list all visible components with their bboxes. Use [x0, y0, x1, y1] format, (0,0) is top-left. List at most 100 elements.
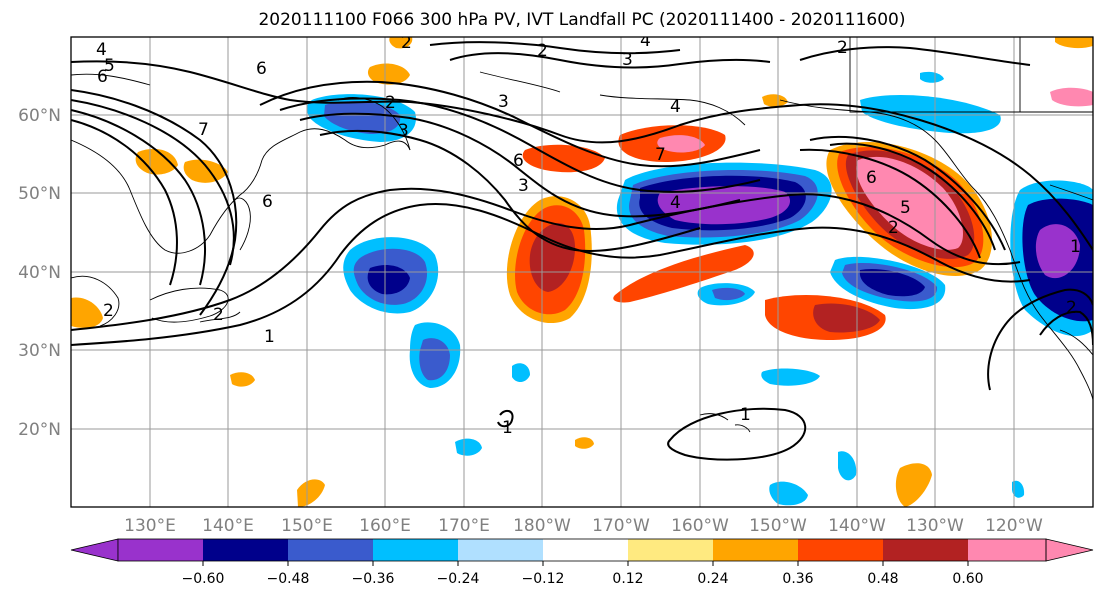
contour-label: 2	[837, 38, 848, 58]
colorbar-tick-label: 0.60	[952, 571, 983, 587]
colorbar-tick-label: 0.24	[697, 571, 728, 587]
lon-tick-label: 130°W	[906, 516, 964, 536]
contour-label: 6	[256, 59, 267, 79]
positive-anomaly-subtropical-core	[813, 303, 880, 333]
lat-tick-label: 40°N	[18, 263, 61, 283]
positive-anomaly-small-k	[1055, 37, 1093, 49]
colorbar-segment	[373, 539, 458, 561]
contour-label: 5	[104, 56, 115, 76]
negative-anomaly-small-f	[1012, 480, 1025, 498]
colorbar-segment	[458, 539, 543, 561]
contour-label: 2	[385, 93, 396, 113]
contour-label: 1	[264, 327, 275, 347]
lon-tick-label: 150°E	[281, 516, 333, 536]
colorbar-tick-label: −0.36	[352, 571, 395, 587]
lon-tick-label: 180°W	[513, 516, 571, 536]
coastlines	[71, 37, 1093, 433]
negative-anomaly-small-d	[838, 451, 857, 481]
pv-contours	[71, 41, 1093, 461]
lon-tick-label: 130°E	[124, 516, 176, 536]
contour-labels: 4 5 6 6 7 6 2 3 2 1 2 3 4 7 6 3 2 4 1 4	[96, 31, 1081, 438]
colorbar-segment	[543, 539, 628, 561]
lon-tick-label: 170°E	[438, 516, 490, 536]
contour-label: 2	[1066, 298, 1077, 318]
contour-label: 7	[198, 120, 209, 140]
colorbar-tick-label: 0.36	[782, 571, 813, 587]
lat-tick-label: 30°N	[18, 341, 61, 361]
negative-anomaly-northeast-core	[1035, 224, 1080, 279]
colorbar-segment	[288, 539, 373, 561]
contour-label: 4	[670, 97, 681, 117]
contour-label: 3	[518, 176, 529, 196]
lat-tick-label: 50°N	[18, 184, 61, 204]
colorbar-segment	[798, 539, 883, 561]
colorbar-segment	[713, 539, 798, 561]
map-gridlines	[71, 37, 1093, 507]
contour-label: 6	[866, 168, 877, 188]
colorbar-ticks	[202, 561, 969, 566]
positive-anomaly-dateline-core	[529, 222, 576, 292]
lat-tick-label: 60°N	[18, 106, 61, 126]
contour-label: 6	[513, 151, 524, 171]
contour-label: 3	[398, 121, 409, 141]
positive-anomaly-small-i	[575, 437, 594, 449]
positive-anomaly-small-l	[1050, 87, 1093, 107]
contour-label: 4	[670, 193, 681, 213]
colorbar-tick-label: 0.48	[867, 571, 898, 587]
contour-label: 1	[502, 418, 513, 438]
contour-label: 2	[213, 305, 224, 325]
lon-tick-label: 120°W	[985, 516, 1043, 536]
lon-tick-label: 170°W	[592, 516, 650, 536]
contour-label: 5	[900, 198, 911, 218]
map-frame	[70, 36, 1094, 508]
colorbar-segment	[968, 539, 1046, 561]
contour-label: 4	[640, 31, 651, 51]
contour-label: 2	[103, 301, 114, 321]
colorbar-max-extension	[1045, 538, 1094, 562]
negative-anomaly-alaska-north	[860, 95, 1001, 134]
lon-tick-label: 150°W	[749, 516, 807, 536]
positive-anomaly-hawaii-east	[895, 463, 932, 507]
colorbar-tick-label: −0.60	[182, 571, 225, 587]
contour-label: 2	[888, 218, 899, 238]
lat-tick-label: 20°N	[18, 420, 61, 440]
negative-anomaly-central-small-core	[712, 287, 745, 301]
contour-label: 1	[1070, 237, 1081, 257]
negative-anomaly-small-e	[769, 481, 808, 506]
contour-label: 3	[498, 92, 509, 112]
positive-anomaly-band-south	[613, 245, 754, 303]
positive-anomaly-small-m	[389, 37, 413, 49]
negative-anomaly-okhotsk-core	[324, 101, 401, 134]
longitude-labels: 130°E 140°E 150°E 160°E 170°E 180°W 170°…	[124, 516, 1043, 536]
lon-tick-label: 140°E	[202, 516, 254, 536]
contour-label: 3	[622, 50, 633, 70]
latitude-labels: 60°N 50°N 40°N 30°N 20°N	[18, 106, 61, 440]
negative-anomaly-small-g	[920, 71, 944, 83]
negative-anomaly-small-a	[761, 368, 820, 386]
positive-anomaly-japan-sea-2	[183, 159, 228, 183]
colorbar-tick-label: −0.24	[437, 571, 480, 587]
positive-anomaly-japan-sea	[135, 148, 178, 175]
positive-anomaly-south-west	[297, 479, 325, 507]
contour-label: 6	[97, 67, 108, 87]
negative-anomaly-small-b	[455, 438, 482, 456]
negative-anomaly-east-mid-core	[859, 268, 925, 297]
lon-tick-label: 160°W	[671, 516, 729, 536]
negative-anomaly-small-c	[512, 363, 530, 383]
colorbar-frame	[117, 538, 1047, 562]
contour-label: 1	[740, 405, 751, 425]
colorbar-segment	[203, 539, 288, 561]
negative-anomaly-subtropic-west-core	[419, 338, 450, 381]
colorbar-segment	[883, 539, 968, 561]
contour-label: 6	[262, 192, 273, 212]
positive-anomaly-kamchatka	[367, 63, 410, 85]
contour-label: 2	[537, 41, 548, 61]
positive-anomaly-gulf-alaska-core	[856, 156, 963, 250]
figure-title: 2020111100 F066 300 hPa PV, IVT Landfall…	[258, 10, 905, 30]
positive-anomaly-small-h	[230, 372, 255, 387]
shaded-anomaly-fields	[71, 37, 1093, 507]
colorbar-segment	[118, 539, 203, 561]
contour-label: 2	[401, 33, 412, 53]
positive-anomaly-aleutian-core	[657, 135, 705, 153]
